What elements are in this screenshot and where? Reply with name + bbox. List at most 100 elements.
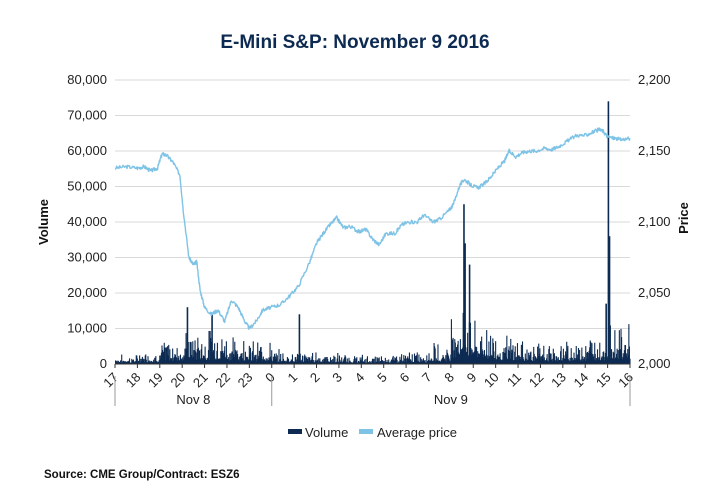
volume-bar [375,362,377,364]
volume-bar [502,351,504,364]
volume-bar [599,342,601,364]
volume-bar [370,362,372,364]
volume-bar [229,353,231,364]
volume-bar [396,359,398,364]
volume-bar [264,360,266,364]
volume-bar [434,346,436,364]
volume-bar [560,351,562,364]
volume-bar [282,353,284,364]
volume-bar [435,361,437,364]
volume-bar [149,362,151,364]
volume-bar [243,341,245,364]
y-tick-label: 40,000 [67,214,107,229]
volume-bar [446,352,449,364]
volume-bar [589,347,591,364]
volume-bar [174,355,176,364]
volume-bar [479,356,481,364]
volume-bar [266,358,268,364]
volume-bar [222,355,224,364]
volume-bar [509,358,511,364]
y-tick-label: 30,000 [67,250,107,265]
volume-bar [169,349,171,364]
volume-bar [598,357,600,364]
volume-bar [626,353,628,364]
volume-bar [225,341,227,364]
volume-bar [189,358,191,364]
volume-bar [198,359,200,364]
volume-bar [595,358,597,364]
volume-bar [275,356,277,364]
volume-bars [115,101,631,365]
y-tick-label: 60,000 [67,143,107,158]
volume-bar [458,352,460,364]
volume-bar [432,361,434,364]
volume-bar [568,360,571,364]
volume-bar [342,362,344,364]
volume-bar [220,351,222,364]
volume-bar [339,359,341,364]
volume-bar [137,360,140,364]
x-tick-label: 11 [504,370,524,390]
volume-bar [340,361,342,364]
volume-bar [192,356,194,364]
volume-bar [343,358,345,364]
volume-bar [421,359,423,364]
x-tick-label: 12 [526,370,547,391]
volume-bar [491,356,493,364]
volume-bar [501,360,503,364]
volume-bar [619,351,622,364]
volume-bar [231,351,233,364]
y2-tick-label: 2,050 [638,285,671,300]
volume-bar [590,342,592,364]
volume-bar [436,360,438,364]
volume-bar [448,356,450,364]
volume-bar [271,360,273,364]
volume-bar [586,351,588,364]
volume-bar [282,358,285,364]
volume-bar [180,358,182,364]
volume-bar [523,359,525,364]
volume-bar [251,352,253,364]
volume-bar [440,361,442,364]
volume-bar [455,347,458,364]
volume-bar [581,361,583,364]
volume-bar [561,360,563,364]
volume-bar [619,349,621,364]
volume-bar [383,362,385,364]
volume-bar [239,355,241,364]
volume-bar [337,362,339,364]
volume-bar [625,356,627,364]
volume-bar [178,355,180,364]
volume-bar [359,361,361,364]
x-tick-label: 7 [419,370,435,386]
volume-bar [614,357,616,364]
volume-bar [439,360,441,364]
volume-bar [233,357,235,364]
volume-bar [332,359,334,364]
volume-bar [539,348,541,364]
volume-bar [281,361,283,364]
volume-bar [138,361,140,364]
volume-bar [219,358,221,364]
volume-bar [122,360,124,364]
volume-bar [420,362,422,364]
volume-bar [617,350,619,364]
volume-bar [305,357,307,364]
volume-bar [247,359,249,364]
volume-bar [618,330,620,364]
volume-bar [587,352,589,364]
volume-bar [212,351,214,364]
legend-price-label: Average price [377,425,457,440]
volume-spike [605,303,607,364]
volume-bar [174,354,176,364]
volume-bar [378,362,380,364]
volume-bar [278,349,280,364]
volume-bar [163,342,165,364]
volume-bar [259,357,261,364]
volume-bar [150,361,152,364]
volume-bar [449,360,451,364]
volume-bar [172,360,174,364]
volume-bar [223,353,225,364]
volume-bar [413,353,416,364]
y-tick-label: 0 [100,356,107,371]
